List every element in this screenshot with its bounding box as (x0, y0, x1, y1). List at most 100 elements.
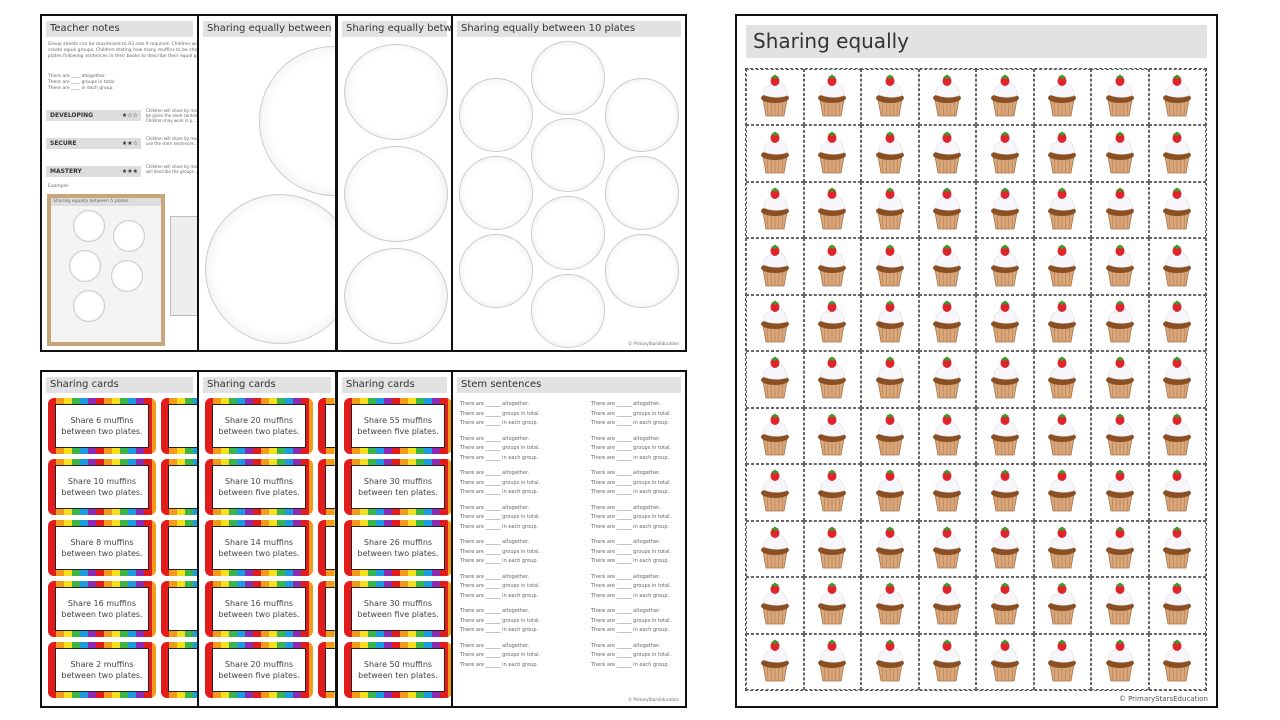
stem-line: There are ______ groups in total. (460, 617, 541, 624)
sharing-card (318, 398, 335, 454)
plate (531, 196, 605, 270)
stem-line: There are ______ altogether. (460, 470, 530, 476)
muffin-cell (861, 181, 919, 239)
muffin-cell (918, 464, 976, 521)
muffin-icon (870, 186, 910, 234)
stem-group: There are ______ altogether. There are __… (591, 642, 671, 671)
muffin-icon (1157, 299, 1197, 347)
stem-line: There are ______ groups in total. (591, 514, 672, 520)
sharing-card (318, 459, 335, 515)
stem-group: There are ______ altogether. There are __… (591, 435, 671, 464)
muffin-icon (812, 299, 852, 347)
stem-line: There are ______ groups in total. (460, 514, 541, 520)
muffin-cell (1148, 520, 1206, 578)
stem-group: There are ______ altogether. There are __… (460, 573, 540, 602)
stem-line: There are ______ in each group. (591, 454, 670, 461)
example-photo: Sharing equally between 5 plates (47, 194, 165, 346)
muffin-grid (745, 68, 1207, 691)
muffin-icon (985, 186, 1025, 234)
stem-line: There are ______ groups in total. (591, 445, 672, 451)
stem-line: There are ______ altogether. (460, 504, 530, 511)
muffin-cell (918, 407, 976, 465)
stem-group: There are ______ altogether. There are __… (460, 435, 540, 464)
card-line: between two plates. (218, 549, 300, 558)
stem-line: There are ______ in each group. (591, 661, 670, 668)
muffin-cell (803, 294, 861, 352)
sharing-card: Share 26 muffins between two plates. (344, 520, 451, 576)
muffin-icon (985, 412, 1025, 460)
muffin-icon (1100, 468, 1140, 516)
stem-line: There are ______ altogether. (591, 642, 661, 649)
level-2: MASTERY ★★★ (46, 166, 141, 177)
stem-line: There are ______ altogether. (460, 539, 530, 545)
muffin-icon (985, 468, 1025, 516)
muffin-icon (1157, 412, 1197, 460)
muffin-cell (746, 577, 804, 634)
muffin-cell (918, 238, 976, 295)
muffin-icon (985, 130, 1025, 178)
stem-group: There are ______ altogether. There are __… (460, 607, 540, 636)
stem-group: There are ______ altogether. There are __… (460, 538, 540, 567)
muffin-cell (746, 464, 804, 521)
stem-group: There are ______ altogether. There are __… (591, 400, 671, 429)
muffin-icon (870, 581, 910, 629)
muffin-icon (985, 355, 1025, 403)
stem-line: There are ______ in each group. (591, 420, 670, 426)
muffin-cell (1033, 633, 1091, 690)
muffin-cell (803, 520, 861, 578)
muffin-cell (1033, 520, 1091, 578)
muffin-icon (870, 638, 910, 686)
plate (605, 78, 679, 152)
muffin-icon (927, 299, 967, 347)
muffin-icon (812, 468, 852, 516)
muffin-cell (918, 69, 976, 126)
muffin-cell (1091, 520, 1149, 578)
muffin-icon (870, 355, 910, 403)
muffin-cell (1091, 69, 1149, 126)
card-line: between ten plates. (358, 671, 438, 680)
sheet-title: Sharing equally (746, 25, 1207, 58)
stem: There are ____ altogether. (48, 74, 106, 79)
muffin-cell (803, 351, 861, 408)
two-plates-sheet: Sharing equally between 2 plates (197, 14, 337, 352)
muffin-cell (861, 69, 919, 126)
stem-line: There are ______ groups in total. (460, 479, 541, 486)
stem-line: There are ______ altogether. (591, 470, 661, 476)
sharing-card: Share 8 muffins between two plates. (48, 520, 156, 576)
muffin-icon (927, 468, 967, 516)
muffin-cell (976, 407, 1034, 465)
card-line: Share 30 muffins (363, 599, 433, 608)
plate (259, 46, 335, 196)
muffin-cell (1148, 633, 1206, 690)
sheet-title: Sharing cards (342, 377, 447, 393)
muffin-cell (1148, 181, 1206, 239)
stem-line: There are ______ in each group. (460, 420, 539, 426)
sharing-cards-sheet-1: Sharing cards Share 6 muffins between two … (40, 370, 199, 708)
example-label: Example: (48, 184, 70, 189)
muffin-cell (803, 633, 861, 690)
muffin-cell (1148, 351, 1206, 408)
stem: There are ____ groups in total. (48, 80, 116, 85)
muffin-icon (755, 525, 795, 573)
muffin-icon (1100, 130, 1140, 178)
muffin-icon (1042, 186, 1082, 234)
sharing-cards-sheet-2: Sharing cards Share 20 muffins between two… (197, 370, 337, 708)
muffin-icon (1157, 73, 1197, 121)
muffin-cell (1148, 238, 1206, 295)
card-line: Share 20 muffins (224, 416, 294, 425)
sharing-card (318, 581, 335, 637)
sheet-title: Sharing equally between 5 plates (342, 21, 451, 37)
muffin-icon (1042, 130, 1082, 178)
level-0: DEVELOPING ★☆☆ (46, 110, 141, 121)
muffin-icon (1042, 355, 1082, 403)
muffin-cell (746, 69, 804, 126)
stem-line: There are ______ altogether. (460, 642, 530, 649)
level-1: SECURE ★★☆ (46, 138, 141, 149)
muffin-icon (870, 299, 910, 347)
muffin-cell (1033, 351, 1091, 408)
muffin-cell (1033, 181, 1091, 239)
plate (459, 156, 533, 230)
stem-line: There are ______ in each group. (460, 661, 539, 668)
five-plates-sheet: Sharing equally between 5 plates (336, 14, 453, 352)
muffin-cell (1033, 407, 1091, 465)
